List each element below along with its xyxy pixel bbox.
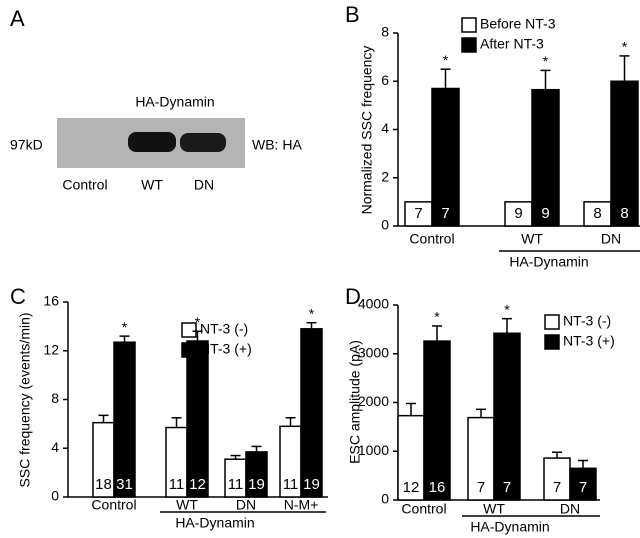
count-label: 11 bbox=[228, 476, 244, 493]
y-tick-label: 2000 bbox=[358, 393, 389, 409]
legend-label: NT-3 (-) bbox=[563, 313, 611, 329]
y-tick-label: 12 bbox=[43, 341, 59, 357]
legend-swatch bbox=[544, 334, 560, 350]
x-tick-label: WT bbox=[483, 501, 505, 517]
count-label: 7 bbox=[579, 479, 587, 496]
count-label: 11 bbox=[169, 476, 185, 493]
y-tick-label: 16 bbox=[43, 293, 59, 309]
count-label: 7 bbox=[414, 205, 422, 222]
y-tick-label: 4000 bbox=[358, 296, 389, 312]
y-tick-label: 0 bbox=[381, 491, 389, 507]
legend-swatch bbox=[461, 37, 477, 53]
x-tick-label: DN bbox=[601, 231, 621, 247]
panel-letter: C bbox=[10, 284, 26, 309]
legend-label: NT-3 (+) bbox=[200, 341, 252, 357]
count-label: 8 bbox=[593, 205, 601, 222]
lane-label: DN bbox=[194, 177, 214, 193]
panel-letter: A bbox=[10, 6, 25, 31]
significance: * bbox=[543, 53, 549, 69]
y-axis-label: Normalized SSC frequency bbox=[359, 46, 375, 215]
group-label: HA-Dynamin bbox=[509, 254, 588, 270]
count-label: 31 bbox=[116, 476, 133, 493]
legend-swatch bbox=[544, 314, 560, 330]
y-tick-label: 3000 bbox=[358, 344, 389, 360]
antibody-label: WB: HA bbox=[252, 137, 302, 153]
panel-letter: D bbox=[345, 284, 361, 309]
count-label: 7 bbox=[503, 479, 511, 496]
bar bbox=[493, 332, 521, 501]
y-tick-label: 0 bbox=[51, 488, 59, 504]
legend-label: After NT-3 bbox=[480, 36, 544, 52]
panel-letter: B bbox=[345, 2, 360, 27]
bar bbox=[300, 328, 323, 498]
x-tick-label: N-M+ bbox=[284, 497, 319, 513]
count-label: 16 bbox=[429, 479, 446, 496]
x-tick-label: DN bbox=[560, 501, 580, 517]
significance: * bbox=[443, 52, 449, 68]
legend-swatch bbox=[461, 17, 477, 33]
bar bbox=[610, 80, 639, 227]
bar bbox=[531, 88, 560, 227]
significance: * bbox=[309, 305, 315, 321]
count-label: 12 bbox=[403, 479, 420, 496]
bar bbox=[186, 340, 209, 498]
y-tick-label: 8 bbox=[381, 24, 389, 40]
group-label: HA-Dynamin bbox=[175, 515, 254, 531]
x-tick-label: DN bbox=[236, 497, 256, 513]
y-axis-label: ESC amplitude (pA) bbox=[347, 340, 363, 464]
x-tick-label: Control bbox=[409, 231, 454, 247]
count-label: 7 bbox=[477, 479, 485, 496]
count-label: 19 bbox=[248, 476, 265, 493]
size-marker: 97kD bbox=[10, 137, 43, 153]
x-tick-label: WT bbox=[521, 231, 543, 247]
legend-label: NT-3 (+) bbox=[563, 333, 615, 349]
significance: * bbox=[434, 309, 440, 325]
blot-title: HA-Dynamin bbox=[135, 94, 214, 110]
count-label: 8 bbox=[620, 205, 628, 222]
y-tick-label: 4 bbox=[51, 439, 59, 455]
bar bbox=[423, 340, 451, 501]
x-tick-label: Control bbox=[401, 501, 446, 517]
legend-label: Before NT-3 bbox=[480, 16, 556, 32]
count-label: 11 bbox=[283, 476, 299, 493]
significance: * bbox=[195, 314, 201, 330]
significance: * bbox=[504, 301, 510, 317]
y-tick-label: 8 bbox=[51, 390, 59, 406]
group-label: HA-Dynamin bbox=[470, 519, 549, 535]
count-label: 9 bbox=[514, 205, 522, 222]
y-tick-label: 1000 bbox=[358, 442, 389, 458]
bar bbox=[113, 341, 136, 498]
band bbox=[128, 132, 176, 152]
band bbox=[180, 133, 226, 152]
lane-label: Control bbox=[62, 177, 107, 193]
bar bbox=[431, 87, 460, 227]
y-tick-label: 6 bbox=[381, 72, 389, 88]
x-tick-label: Control bbox=[91, 497, 136, 513]
x-tick-label: WT bbox=[176, 497, 198, 513]
count-label: 19 bbox=[303, 476, 320, 493]
bar bbox=[569, 467, 597, 501]
y-tick-label: 0 bbox=[381, 217, 389, 233]
y-tick-label: 4 bbox=[381, 120, 389, 136]
count-label: 12 bbox=[189, 476, 206, 493]
legend-swatch bbox=[181, 322, 197, 338]
y-tick-label: 2 bbox=[381, 168, 389, 184]
count-label: 7 bbox=[553, 479, 561, 496]
bar bbox=[404, 201, 433, 227]
count-label: 18 bbox=[95, 476, 112, 493]
significance: * bbox=[122, 319, 128, 335]
significance: * bbox=[622, 39, 628, 55]
y-axis-label: SSC frequency (events/min) bbox=[17, 312, 33, 487]
legend-label: NT-3 (-) bbox=[200, 321, 248, 337]
count-label: 7 bbox=[441, 205, 449, 222]
lane-label: WT bbox=[141, 177, 163, 193]
count-label: 9 bbox=[541, 205, 549, 222]
